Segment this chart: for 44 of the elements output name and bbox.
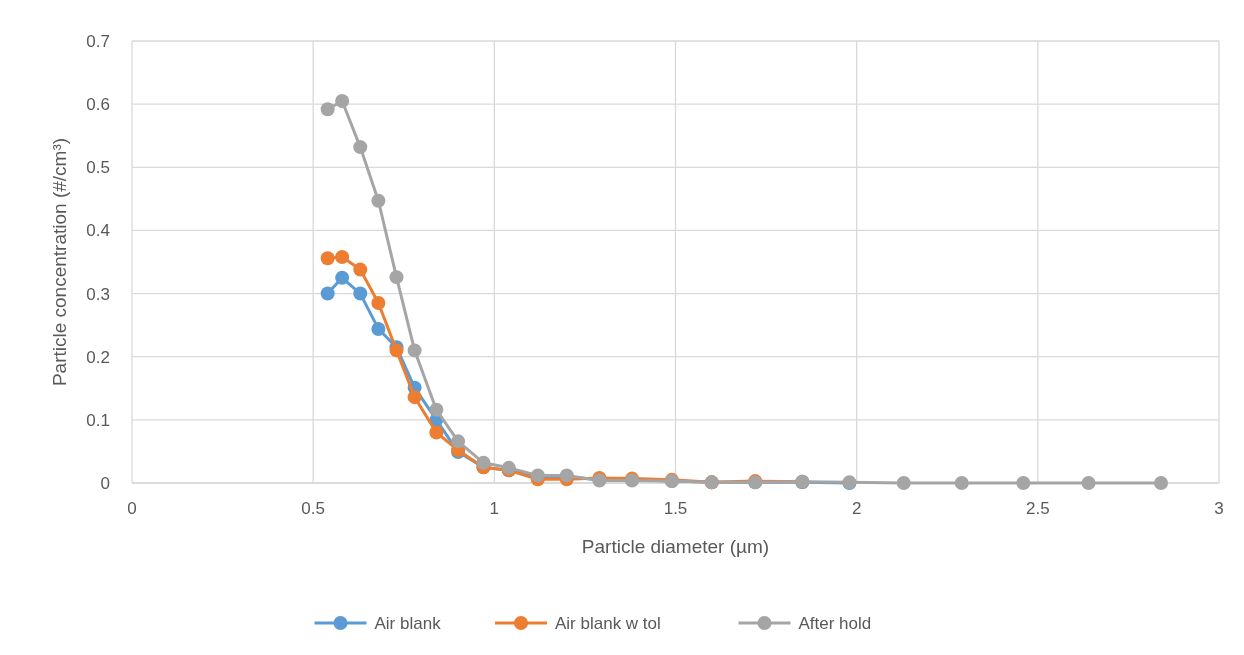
y-tick-label: 0.5	[86, 158, 110, 178]
point	[1016, 476, 1031, 490]
point	[407, 343, 422, 358]
point	[476, 455, 491, 470]
y-tick-label: 0.1	[86, 410, 110, 430]
legend-label: Air blank w tol	[555, 613, 661, 633]
point	[896, 476, 911, 490]
x-tick-label: 3	[1214, 498, 1224, 518]
x-axis-title: Particle diameter (µm)	[581, 536, 770, 557]
point	[389, 270, 404, 285]
x-tick-label: 0.5	[301, 498, 325, 518]
point	[954, 476, 969, 490]
point	[335, 249, 350, 264]
y-tick-label: 0.6	[86, 95, 110, 115]
x-tick-label: 2	[851, 498, 862, 518]
y-tick-label: 0.4	[86, 221, 110, 241]
y-axis-title: Particle concentration (#/cm³)	[49, 137, 70, 387]
x-tick-label: 2.5	[1026, 498, 1050, 518]
point	[429, 425, 444, 440]
point	[335, 93, 350, 108]
point	[353, 262, 368, 277]
x-tick-label: 1	[489, 498, 500, 518]
point	[1154, 476, 1169, 490]
point	[320, 102, 335, 117]
legend-label: Air blank	[374, 613, 442, 633]
point	[320, 251, 335, 266]
point	[1081, 476, 1096, 490]
point	[353, 140, 368, 155]
point	[429, 402, 444, 417]
point	[320, 286, 335, 301]
legend-label: After hold	[798, 613, 872, 633]
y-tick-label: 0.2	[86, 347, 110, 367]
y-tick-label: 0.7	[86, 31, 110, 51]
point	[371, 321, 386, 336]
point	[371, 193, 386, 208]
point	[371, 296, 386, 311]
y-tick-label: 0.3	[86, 284, 110, 304]
x-tick-label: 1.5	[663, 498, 688, 518]
x-tick-label: 0	[127, 498, 137, 518]
point	[407, 390, 422, 405]
y-tick-label: 0	[100, 473, 110, 493]
point	[451, 434, 466, 449]
point	[335, 270, 350, 285]
point	[353, 286, 368, 301]
